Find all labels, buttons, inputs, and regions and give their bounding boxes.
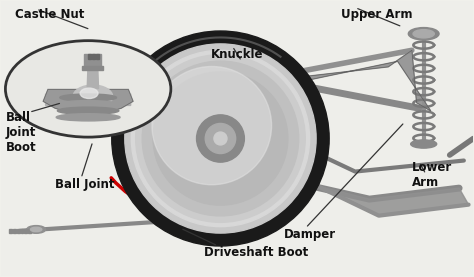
Ellipse shape — [60, 94, 117, 101]
Bar — [20, 229, 23, 233]
Ellipse shape — [142, 61, 299, 216]
Bar — [96, 54, 99, 59]
Circle shape — [73, 85, 113, 108]
Circle shape — [302, 134, 317, 143]
Circle shape — [306, 114, 313, 119]
Ellipse shape — [27, 225, 46, 233]
Polygon shape — [43, 89, 133, 114]
Text: Damper: Damper — [284, 228, 337, 241]
Polygon shape — [46, 90, 131, 106]
Polygon shape — [269, 90, 324, 187]
Bar — [9, 229, 12, 233]
Circle shape — [302, 112, 317, 121]
Circle shape — [306, 158, 313, 163]
Circle shape — [7, 42, 169, 136]
Polygon shape — [280, 50, 431, 111]
Ellipse shape — [30, 227, 42, 232]
Ellipse shape — [153, 72, 288, 205]
Bar — [28, 229, 31, 233]
Ellipse shape — [59, 101, 118, 108]
Bar — [88, 54, 91, 59]
Text: Lower
Arm: Lower Arm — [412, 161, 452, 189]
Ellipse shape — [205, 124, 236, 153]
Ellipse shape — [125, 44, 316, 233]
Circle shape — [5, 41, 171, 137]
Circle shape — [80, 88, 98, 99]
Polygon shape — [291, 174, 469, 216]
Ellipse shape — [214, 132, 227, 145]
Bar — [24, 229, 27, 233]
Bar — [17, 229, 19, 233]
Ellipse shape — [413, 30, 434, 38]
Text: Driveshaft Boot: Driveshaft Boot — [204, 246, 308, 259]
Ellipse shape — [131, 50, 310, 227]
Text: Upper Arm: Upper Arm — [341, 7, 412, 20]
Bar — [82, 66, 103, 70]
Text: Ball Joint: Ball Joint — [55, 178, 115, 191]
Bar — [92, 54, 95, 59]
Ellipse shape — [136, 55, 305, 222]
Ellipse shape — [57, 107, 119, 114]
Circle shape — [302, 156, 317, 165]
Text: Ball
Joint
Boot: Ball Joint Boot — [5, 111, 36, 154]
Circle shape — [306, 136, 313, 141]
Text: Castle Nut: Castle Nut — [15, 7, 84, 20]
Ellipse shape — [410, 140, 437, 148]
Ellipse shape — [408, 28, 439, 40]
Ellipse shape — [197, 115, 245, 162]
Text: Knuckle: Knuckle — [211, 48, 264, 61]
Ellipse shape — [56, 114, 120, 121]
Bar — [84, 55, 101, 67]
Polygon shape — [87, 63, 99, 89]
Ellipse shape — [112, 31, 329, 246]
Bar — [13, 229, 16, 233]
Ellipse shape — [152, 66, 272, 185]
Ellipse shape — [162, 219, 179, 225]
